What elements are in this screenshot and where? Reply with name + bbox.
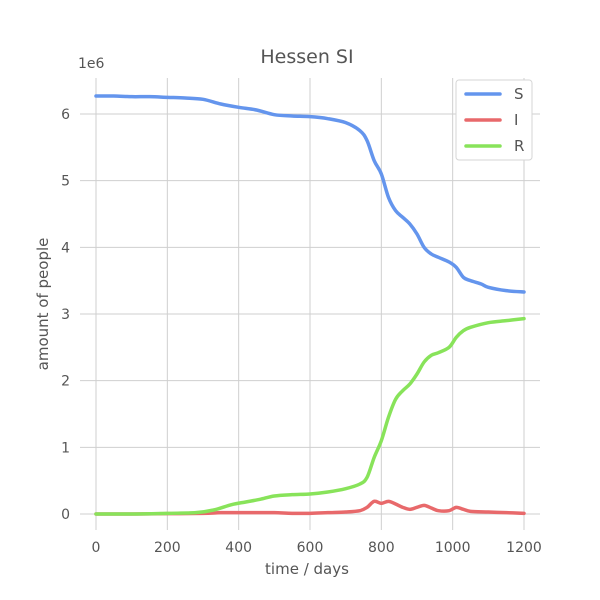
y-tick-label: 2 <box>61 374 70 390</box>
y-tick-label: 1 <box>61 440 70 456</box>
x-tick-label: 800 <box>368 540 395 556</box>
y-tick-label: 3 <box>61 307 70 323</box>
legend-label-s: S <box>514 85 524 103</box>
legend: SIR <box>455 79 533 161</box>
y-tick-label: 4 <box>61 240 70 256</box>
y-tick-label: 5 <box>61 174 70 190</box>
x-tick-label: 1200 <box>506 540 542 556</box>
chart-title: Hessen SI <box>260 46 353 68</box>
y-tick-label: 6 <box>61 107 70 123</box>
x-tick-label: 1000 <box>435 540 471 556</box>
x-tick-label: 600 <box>297 540 324 556</box>
y-axis-label: amount of people <box>34 238 52 371</box>
y-tick-label: 0 <box>61 507 70 523</box>
tick-layer: 0 200 400 600 800 1000 1200 0 1 2 3 4 5 6 <box>61 107 542 556</box>
series-line-r <box>94 316 526 516</box>
x-tick-label: 0 <box>92 540 101 556</box>
series-line-s <box>94 94 526 294</box>
y-offset-label: 1e6 <box>78 56 105 72</box>
series-layer <box>94 94 526 516</box>
x-tick-label: 400 <box>225 540 252 556</box>
x-tick-label: 200 <box>154 540 181 556</box>
legend-label-r: R <box>514 137 524 155</box>
x-axis-label: time / days <box>265 560 349 578</box>
legend-label-i: I <box>514 111 518 129</box>
series-line-i <box>94 499 526 516</box>
